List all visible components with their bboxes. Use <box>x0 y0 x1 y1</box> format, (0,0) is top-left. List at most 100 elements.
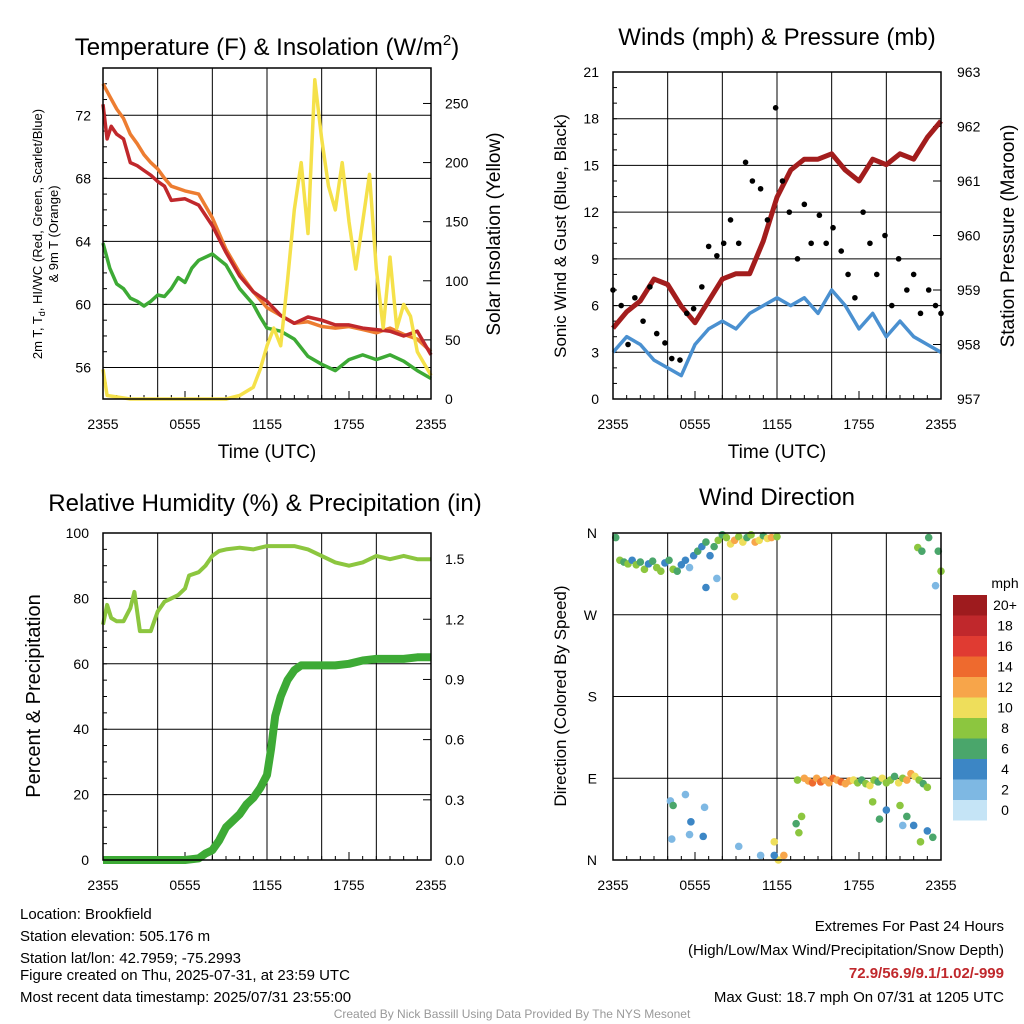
dir-point <box>756 851 765 860</box>
dir-legend-label: 12 <box>997 679 1013 695</box>
wind-gust-point <box>816 212 823 219</box>
dir-legend-swatch <box>953 800 987 821</box>
extremes-subtitle: (High/Low/Max Wind/Precipitation/Snow De… <box>688 942 1004 959</box>
temp-y2tick-label: 250 <box>445 95 469 111</box>
dir-legend-label: 4 <box>1001 761 1009 777</box>
wind-gust-point <box>917 310 924 317</box>
wind-gust-point <box>895 256 902 262</box>
dir-point <box>931 581 940 590</box>
rh-xtick-label: 2355 <box>87 877 118 893</box>
dir-point <box>797 812 806 821</box>
wind-gust-point <box>889 302 895 309</box>
wind-xtick-label: 1155 <box>762 416 792 432</box>
wind-gust-point <box>735 240 742 247</box>
dir-legend-label: 20+ <box>993 597 1017 613</box>
dir-legend-label: 18 <box>997 618 1013 634</box>
dir-point <box>673 567 682 575</box>
temp-xtick-label: 2355 <box>87 416 118 432</box>
dir-point <box>702 538 710 546</box>
dir-point <box>685 563 694 572</box>
dir-point <box>923 783 932 792</box>
wind-gust-point <box>882 232 888 239</box>
wind-gust-point <box>867 240 873 247</box>
credit-text: Created By Nick Bassill Using Data Provi… <box>333 1007 691 1021</box>
temp-series-line-1 <box>101 104 433 356</box>
dir-xtick-label: 0555 <box>679 877 710 893</box>
wind-series-line-0 <box>611 288 942 378</box>
temp-y2tick-label: 0 <box>445 391 453 407</box>
wind-gust-point <box>932 302 939 309</box>
dir-point <box>923 827 932 835</box>
dir-point <box>792 819 800 828</box>
dir-legend-swatch <box>953 615 987 636</box>
temp-y2tick-label: 100 <box>445 273 469 289</box>
temp-ytick-label: 56 <box>75 359 91 375</box>
dir-legend-swatch <box>953 677 987 698</box>
wind-gust-point <box>779 178 786 184</box>
wind-gust-point <box>625 341 631 348</box>
wind-xtick-label: 0555 <box>679 416 710 432</box>
dir-point <box>710 542 718 551</box>
dir-point <box>657 567 665 575</box>
rh-max-precip-annotation: Max 1 H Precip: 0.39" <box>320 898 472 900</box>
rh-title: Relative Humidity (%) & Precipitation (i… <box>48 490 481 517</box>
dir-point <box>918 547 926 555</box>
wind-gust-point <box>684 310 690 317</box>
dir-point <box>890 772 899 781</box>
wind-ytick-label: 0 <box>591 391 599 407</box>
dir-legend-swatch <box>953 636 987 657</box>
temp-series-line-2 <box>101 242 432 381</box>
temp-xlabel: Time (UTC) <box>218 442 317 463</box>
dir-point <box>713 574 721 583</box>
dir-ytick-label: N <box>587 852 597 868</box>
wind-gust-point <box>925 287 932 293</box>
extremes-values: 72.9/56.9/9.1/1.02/-999 <box>848 965 1004 982</box>
wind-plot-frame <box>612 71 942 400</box>
wind-ylabel-right: Station Pressure (Maroon) <box>998 125 1019 348</box>
wind-gust-point <box>801 201 808 208</box>
wind-gust-point <box>699 284 705 290</box>
location-text: Location: Brookfield <box>20 906 152 923</box>
wind-gust-point <box>852 294 858 301</box>
dir-xtick-label: 2355 <box>597 877 628 893</box>
dir-point <box>866 781 874 790</box>
temp-y2tick-label: 150 <box>445 214 469 230</box>
dir-point <box>780 851 788 860</box>
wind-y2tick-label: 962 <box>957 119 981 135</box>
temp-xtick-label: 2355 <box>415 416 446 432</box>
meteogram-figure: 2355 0555 1155 1755 235556606468720501001502… <box>23 24 1019 900</box>
rh-ytick-label: 20 <box>73 787 89 803</box>
wind-gust-point <box>764 217 771 223</box>
rh-precip-line <box>103 653 431 864</box>
temp-ylabel-right: Solar Insolation (Yellow) <box>484 132 505 335</box>
elevation-text: Station elevation: 505.176 m <box>20 928 211 945</box>
wind-gust-point <box>823 240 829 247</box>
dir-point <box>636 558 645 566</box>
dir-plot-frame <box>612 532 942 861</box>
wind-gust-point <box>757 185 764 192</box>
dir-point <box>882 806 891 814</box>
dir-point <box>924 533 933 542</box>
dir-point <box>681 790 690 799</box>
rh-y2tick-label: 1.5 <box>445 551 465 567</box>
dir-point <box>734 532 743 541</box>
dir-ytick-label: E <box>588 770 597 786</box>
temp-xtick-label: 0555 <box>169 416 200 432</box>
wind-xtick-label: 1755 <box>843 416 874 432</box>
dir-point <box>770 838 779 846</box>
wind-ytick-label: 21 <box>583 64 599 80</box>
rh-y2tick-label: 0.3 <box>445 792 465 808</box>
rh-plot-frame <box>102 532 432 861</box>
dir-point <box>611 533 620 542</box>
temp-ylabel-line2: & 9m T (Orange) <box>46 185 61 282</box>
temp-ytick-label: 72 <box>75 107 91 123</box>
rh-y2tick-label: 0.6 <box>445 732 465 748</box>
dir-point <box>699 832 707 841</box>
created-text: Figure created on Thu, 2025-07-31, at 23… <box>20 967 350 984</box>
dir-point <box>681 556 690 565</box>
dir-point <box>685 830 694 839</box>
wind-xlabel: Time (UTC) <box>728 442 827 463</box>
dir-ylabel: Direction (Colored By Speed) <box>551 585 570 806</box>
dir-legend-label: 0 <box>1001 802 1009 818</box>
dir-point <box>722 533 731 542</box>
